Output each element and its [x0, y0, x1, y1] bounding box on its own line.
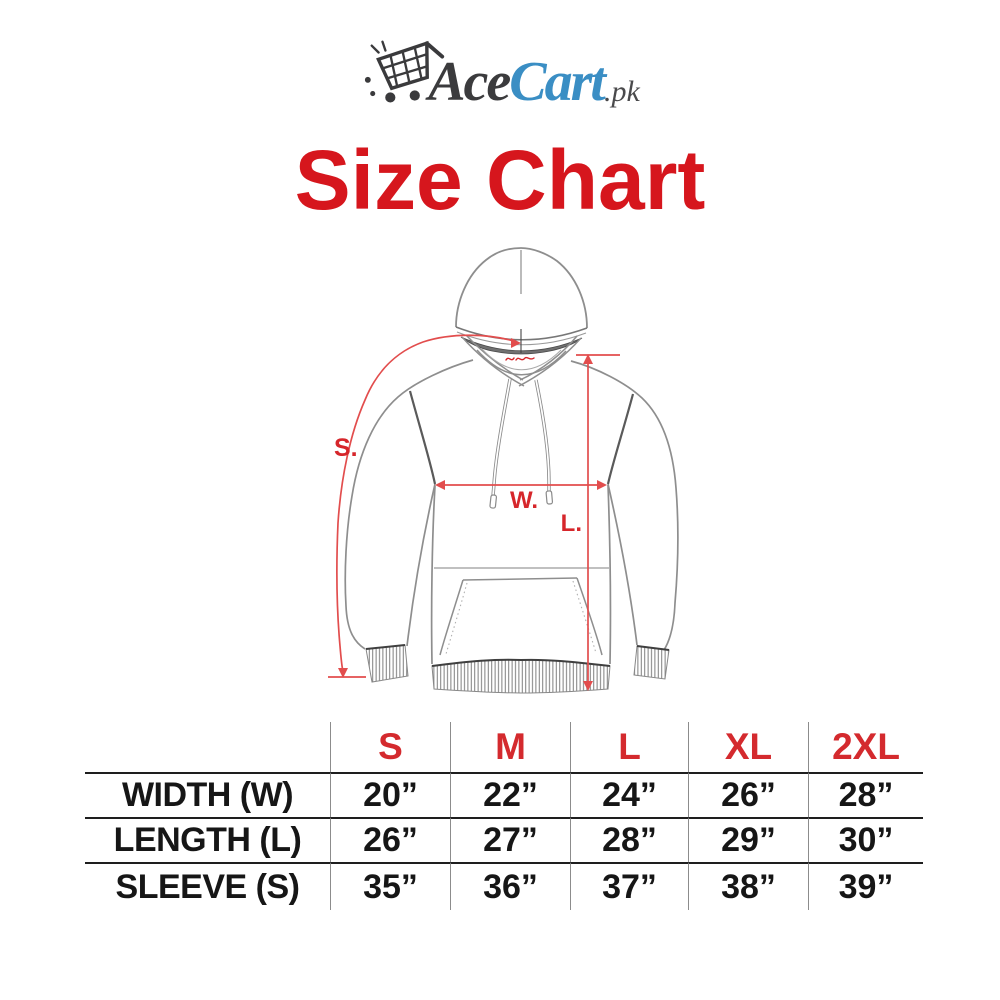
width-xl: 26” [688, 772, 808, 817]
sleeve-measure-label: S. [334, 434, 358, 462]
width-m: 22” [450, 772, 570, 817]
row-label-sleeve: SLEEVE (S) [85, 862, 330, 910]
brand-tld: .pk [603, 75, 640, 108]
hood-lining [460, 336, 583, 355]
length-2xl: 30” [808, 817, 923, 862]
brand-cart: Cart [509, 51, 606, 113]
table-corner-cell [85, 722, 330, 772]
length-s: 26” [330, 817, 450, 862]
chest-brand-script-icon [505, 356, 535, 361]
sleeve-s: 35” [330, 862, 450, 910]
length-m: 27” [450, 817, 570, 862]
row-label-width: WIDTH (W) [85, 772, 330, 817]
brand-ace: Ace [428, 51, 511, 113]
length-l: 28” [570, 817, 688, 862]
drawstrings [489, 378, 554, 509]
length-measure-line [576, 354, 620, 691]
row-label-length: LENGTH (L) [85, 817, 330, 862]
page-title: Size Chart [294, 133, 706, 227]
width-l: 24” [570, 772, 688, 817]
column-header-l: L [570, 722, 688, 772]
column-header-m: M [450, 722, 570, 772]
sleeve-m: 36” [450, 862, 570, 910]
size-table: S M L XL 2XL WIDTH (W) 20” 22” 24” 26” 2… [85, 722, 923, 910]
hoodie-diagram: S. W. L. [328, 247, 679, 694]
hem-band [431, 658, 611, 694]
cuff-left [365, 644, 409, 683]
sleeve-l: 37” [570, 862, 688, 910]
width-2xl: 28” [808, 772, 923, 817]
width-measure-line [435, 480, 607, 490]
column-header-2xl: 2XL [808, 722, 923, 772]
column-header-xl: XL [688, 722, 808, 772]
width-s: 20” [330, 772, 450, 817]
sleeve-xl: 38” [688, 862, 808, 910]
sleeve-2xl: 39” [808, 862, 923, 910]
width-measure-label: W. [510, 487, 538, 514]
column-header-s: S [330, 722, 450, 772]
length-xl: 29” [688, 817, 808, 862]
brand-logo: Ace Cart .pk [0, 38, 1000, 110]
length-measure-label: L. [561, 510, 582, 537]
hoodie-body [344, 359, 679, 665]
cuff-right [633, 645, 670, 680]
sleeve-measure-line [328, 334, 521, 678]
hood [455, 247, 588, 387]
kangaroo-pocket [439, 577, 603, 656]
shopping-cart-icon [365, 40, 445, 103]
